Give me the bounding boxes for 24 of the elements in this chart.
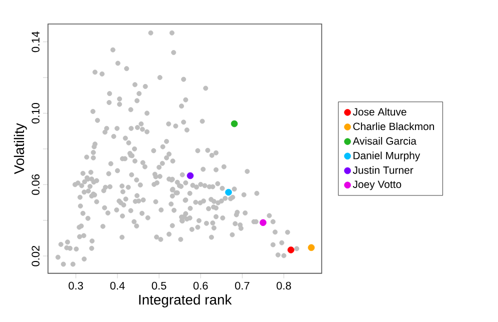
y-tick-label: 0.02	[32, 246, 40, 266]
legend-label: Charlie Blackmon	[353, 122, 434, 130]
point	[288, 246, 294, 254]
x-tick-label: 0.5	[152, 282, 166, 290]
y-tick-label: 0.14	[32, 32, 40, 52]
y-tick-label: 0.06	[32, 174, 40, 195]
point	[225, 188, 232, 196]
point	[260, 219, 266, 226]
x-tick-label: 0.4	[110, 282, 125, 290]
legend-label: Avisail Garcia	[352, 137, 416, 145]
x-tick-label: 0.8	[276, 282, 291, 290]
point	[230, 120, 238, 128]
x-tick-label: 0.6	[193, 282, 208, 290]
point	[186, 172, 194, 180]
legend-label: Daniel Murphy	[354, 152, 420, 162]
y-axis-title: Volatility	[14, 123, 27, 174]
point	[308, 244, 315, 251]
x-tick-label: 0.7	[235, 282, 250, 290]
x-axis-title: Integrated rank	[139, 294, 232, 308]
legend-label: Joey Votto	[352, 180, 402, 190]
y-tick-label: 0.10	[32, 103, 40, 124]
x-tick-label: 0.3	[68, 282, 83, 290]
legend-label: Jose Altuve	[352, 108, 406, 116]
legend-label: Justin Turner	[352, 166, 414, 174]
